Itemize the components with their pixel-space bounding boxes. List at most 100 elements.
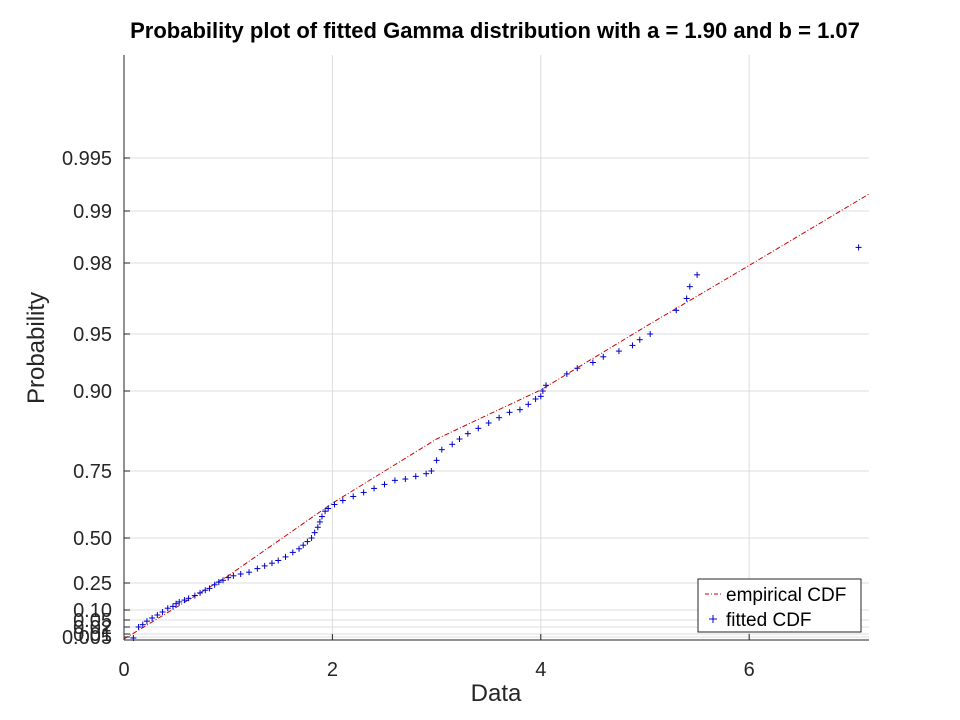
fitted-cdf-marker	[296, 545, 303, 552]
fitted-cdf-marker	[574, 365, 581, 372]
fitted-cdf-marker	[325, 505, 332, 512]
y-tick-label: 0.50	[73, 528, 112, 550]
x-tick-label: 4	[535, 659, 546, 681]
legend: empirical CDF fitted CDF	[697, 578, 862, 633]
fitted-cdf-marker	[694, 271, 701, 278]
fitted-cdf-marker	[149, 615, 156, 621]
fitted-cdf-marker	[219, 577, 226, 584]
fitted-cdf-marker	[322, 508, 329, 515]
y-tick-label: 0.99	[73, 201, 112, 223]
fitted-cdf-marker	[275, 557, 282, 564]
fitted-cdf-marker	[211, 581, 218, 588]
fitted-cdf-marker	[391, 477, 398, 484]
y-tick-label: 0.98	[73, 253, 112, 275]
fitted-cdf-marker	[371, 485, 378, 492]
y-tick-label: 0.25	[73, 573, 112, 595]
legend-marker-sample	[709, 615, 717, 623]
fitted-cdf-marker	[402, 476, 409, 483]
fitted-cdf-marker	[206, 585, 213, 592]
fitted-cdf-marker	[360, 489, 367, 496]
fitted-cdf-marker	[516, 406, 523, 413]
fitted-cdf-marker	[433, 457, 440, 464]
fitted-cdf-marker	[563, 370, 570, 377]
fitted-cdf-marker	[139, 621, 146, 628]
fitted-cdf-marker	[246, 569, 253, 576]
fitted-cdf-marker	[268, 560, 275, 567]
fitted-cdf-marker	[350, 493, 357, 500]
fitted-cdf-marker	[176, 598, 183, 605]
fitted-cdf-marker	[304, 538, 311, 545]
fitted-cdf-marker	[159, 609, 166, 615]
fitted-cdf-marker	[254, 565, 261, 572]
fitted-cdf-marker	[673, 307, 680, 314]
fitted-cdf-marker	[525, 401, 532, 408]
y-tick-label: 0.90	[73, 381, 112, 403]
fitted-cdf-marker	[308, 535, 315, 541]
fitted-cdf-marker	[855, 244, 862, 251]
fitted-cdf-marker	[261, 562, 268, 569]
y-tick-label: 0.75	[73, 461, 112, 483]
chart-title: Probability plot of fitted Gamma distrib…	[130, 18, 860, 43]
y-axis-label: Probability	[23, 292, 50, 404]
fitted-cdf-marker	[636, 336, 643, 343]
y-tick-label: 0.005	[62, 627, 112, 649]
fitted-cdf-marker	[412, 473, 419, 480]
y-tick-label: 0.05	[73, 610, 112, 632]
fitted-cdf-marker	[537, 393, 544, 400]
fitted-cdf-marker	[215, 579, 222, 586]
fitted-cdf-marker	[311, 529, 318, 536]
fitted-cdf-marker	[237, 571, 244, 577]
fitted-cdf-marker	[164, 605, 171, 612]
fitted-cdf-marker	[600, 353, 607, 360]
fitted-cdf-marker	[339, 497, 346, 504]
fitted-cdf-marker	[629, 342, 636, 349]
fitted-cdf-marker	[191, 592, 198, 599]
fitted-cdf-marker	[475, 425, 482, 432]
fitted-cdf-marker	[202, 587, 209, 594]
fitted-cdf-marker	[225, 574, 232, 581]
legend-box	[697, 578, 862, 633]
fitted-cdf-marker	[230, 572, 237, 579]
fitted-cdf-marker	[300, 542, 307, 549]
fitted-cdf-marker	[456, 436, 463, 442]
fitted-cdf-marker	[381, 481, 388, 488]
fitted-cdf-marker	[485, 420, 492, 426]
fitted-cdf-marker	[647, 331, 654, 337]
fitted-cdf-marker	[428, 468, 435, 474]
fitted-cdf-marker	[135, 624, 142, 630]
fitted-cdf-marker	[314, 524, 321, 531]
x-tick-label: 6	[744, 659, 755, 681]
x-tick-label: 0	[118, 659, 129, 681]
fitted-cdf-marker	[181, 597, 188, 604]
x-tick-label: 2	[327, 659, 338, 681]
fitted-cdf-marker	[589, 359, 596, 366]
y-tick-label: 0.10	[73, 600, 112, 622]
fitted-cdf-marker	[615, 348, 622, 355]
fitted-cdf-marker	[143, 618, 150, 625]
fitted-cdf-marker	[542, 382, 549, 389]
fitted-cdf-marker	[197, 589, 204, 596]
legend-label-fitted: fitted CDF	[726, 610, 812, 631]
empirical-cdf-line	[123, 193, 870, 640]
y-tick-label: 0.95	[73, 324, 112, 346]
fitted-cdf-marker	[154, 612, 161, 618]
y-tick-label: 0.01	[73, 624, 112, 646]
grid	[123, 55, 869, 640]
series	[123, 193, 870, 641]
fitted-cdf-marker	[496, 414, 503, 421]
fitted-cdf-marker	[449, 441, 456, 448]
fitted-cdf-marker	[169, 603, 176, 610]
fitted-cdf-marker	[423, 470, 430, 477]
fitted-cdf-marker	[282, 553, 289, 560]
y-tick-label: 0.995	[62, 148, 112, 170]
fitted-cdf-marker	[464, 430, 471, 437]
fitted-cdf-marker	[683, 295, 690, 302]
fitted-cdf-marker	[318, 513, 325, 520]
x-axis-label: Data	[471, 680, 522, 707]
fitted-cdf-marker	[686, 283, 693, 290]
fitted-cdf-marker	[316, 518, 323, 525]
axes	[123, 55, 869, 641]
legend-label-empirical: empirical CDF	[726, 585, 846, 606]
fitted-cdf-marker	[539, 388, 546, 394]
